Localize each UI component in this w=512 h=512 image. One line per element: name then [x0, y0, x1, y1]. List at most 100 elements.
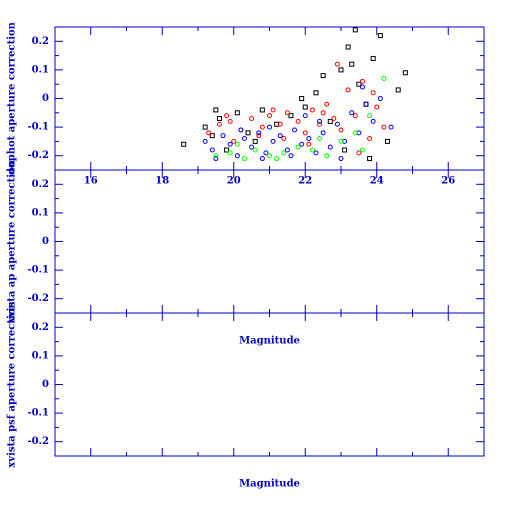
point [267, 153, 272, 159]
x-axis-label: Magnitude [239, 479, 300, 490]
point [227, 150, 233, 156]
y-tick-label: -0.1 [27, 122, 49, 133]
point [259, 156, 265, 162]
point [284, 110, 290, 116]
point [327, 118, 333, 124]
point [234, 110, 240, 116]
point [338, 138, 344, 144]
point [349, 61, 355, 67]
point [370, 55, 376, 61]
y-axis-label: dophot aperture correction [7, 21, 18, 175]
point [320, 110, 326, 116]
point [367, 113, 373, 119]
point [338, 156, 344, 162]
point [356, 150, 362, 156]
point [334, 121, 340, 127]
point [302, 113, 308, 119]
x-tick-label: 24 [370, 176, 384, 187]
point [370, 118, 376, 124]
point [377, 96, 383, 101]
point [356, 81, 362, 87]
point [256, 130, 262, 136]
point [259, 107, 265, 113]
point [234, 141, 240, 147]
point [320, 130, 326, 136]
point [220, 133, 226, 139]
point [381, 75, 387, 81]
point [224, 147, 230, 153]
point [324, 101, 330, 107]
point [363, 101, 369, 107]
y-tick-label: 0 [42, 236, 49, 247]
point [288, 113, 294, 119]
point [331, 116, 337, 122]
y-tick-label: -0.2 [27, 150, 49, 161]
point [259, 124, 265, 130]
point [377, 33, 383, 39]
point [381, 124, 387, 130]
point [234, 153, 240, 159]
point [327, 144, 333, 150]
x-tick-label: 22 [298, 176, 312, 187]
y-tick-label: -0.2 [27, 436, 49, 447]
point [302, 104, 308, 110]
point [213, 153, 219, 159]
y-tick-label: -0.1 [27, 408, 49, 419]
point [313, 90, 319, 96]
point [277, 133, 283, 139]
point [202, 124, 208, 130]
point [352, 130, 358, 136]
point [359, 78, 365, 84]
point [241, 136, 247, 142]
point [209, 133, 215, 139]
point [213, 156, 219, 162]
y-tick-label: 0.1 [32, 350, 49, 361]
point [241, 156, 247, 162]
point [388, 124, 394, 130]
point [256, 133, 262, 139]
point [274, 156, 280, 162]
x-tick-label: 26 [441, 176, 455, 187]
point [384, 138, 390, 144]
point [299, 141, 305, 147]
point [206, 130, 212, 136]
x-tick-label: 20 [227, 176, 241, 187]
point [302, 130, 308, 136]
point [181, 141, 187, 147]
point [213, 107, 219, 113]
point [202, 138, 208, 144]
point [395, 87, 401, 93]
point [306, 136, 312, 142]
plot-frame [54, 26, 485, 171]
point [292, 127, 298, 133]
point [288, 153, 294, 159]
y-tick-label: 0 [42, 93, 49, 104]
point [252, 138, 258, 144]
point [367, 156, 373, 162]
point [281, 150, 287, 156]
point [370, 90, 376, 96]
point [352, 113, 358, 119]
point [227, 141, 233, 147]
point [317, 118, 323, 124]
point [295, 144, 301, 150]
point [352, 27, 358, 33]
point [367, 136, 373, 142]
point [284, 147, 290, 153]
point [402, 70, 408, 76]
y-tick-label: -0.1 [27, 265, 49, 276]
point [320, 73, 326, 79]
point [227, 118, 233, 124]
point [317, 136, 323, 142]
point [249, 144, 255, 150]
point [313, 150, 319, 156]
point [359, 84, 365, 90]
point [334, 61, 340, 67]
y-tick-label: 0 [42, 379, 49, 390]
x-tick-label: 16 [84, 176, 98, 187]
point [238, 127, 244, 133]
point [324, 153, 330, 159]
point [209, 147, 215, 153]
y-tick-label: 0.2 [32, 36, 49, 47]
point [263, 150, 269, 156]
